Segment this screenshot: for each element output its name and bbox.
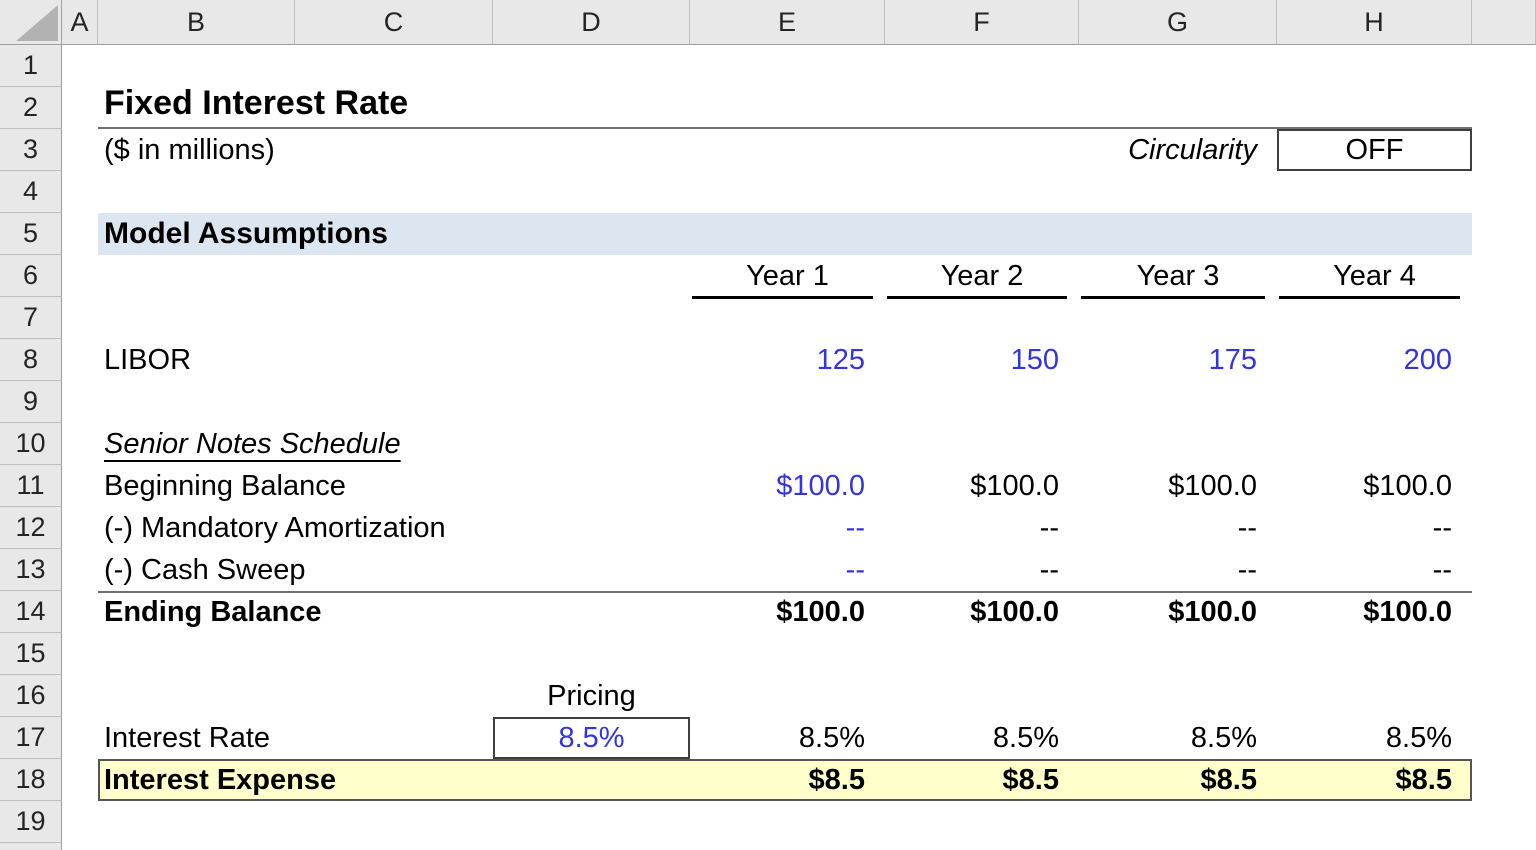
row-header-1[interactable]: 1 [0, 45, 62, 87]
cash-sweep-year4-cell[interactable]: -- [1432, 554, 1452, 586]
row-header-3[interactable]: 3 [0, 129, 62, 171]
column-header-d[interactable]: D [493, 0, 690, 45]
select-all-button[interactable] [0, 0, 62, 45]
libor-year1-cell[interactable]: 125 [816, 344, 865, 376]
interest-rate-year4-cell[interactable]: 8.5% [1385, 722, 1452, 754]
row-header-12[interactable]: 12 [0, 507, 62, 549]
interest-rate-year1-cell[interactable]: 8.5% [798, 722, 865, 754]
column-header-b[interactable]: B [98, 0, 295, 45]
pricing-label-cell[interactable]: Pricing [547, 680, 636, 712]
row-header-9[interactable]: 9 [0, 381, 62, 423]
interest-expense-year2-cell[interactable]: $8.5 [1002, 764, 1059, 796]
year1-label: Year 1 [746, 260, 829, 292]
row-header-17[interactable]: 17 [0, 717, 62, 759]
pricing-input-cell[interactable]: 8.5% [493, 717, 690, 759]
column-header-f[interactable]: F [885, 0, 1079, 45]
ending-balance-year2-cell[interactable]: $100.0 [970, 596, 1059, 628]
row-header-2[interactable]: 2 [0, 87, 62, 129]
row-header-18[interactable]: 18 [0, 759, 62, 801]
model-assumptions-header-cell[interactable]: Model Assumptions [98, 213, 1472, 255]
year2-label: Year 2 [940, 260, 1024, 292]
year4-label: Year 4 [1333, 260, 1416, 292]
column-header-e[interactable]: E [690, 0, 885, 45]
column-header-h[interactable]: H [1277, 0, 1472, 45]
select-all-triangle-icon [16, 5, 58, 41]
mandatory-amortization-year2-cell[interactable]: -- [1039, 512, 1059, 544]
mandatory-amortization-year4-cell[interactable]: -- [1432, 512, 1452, 544]
cash-sweep-year3-cell[interactable]: -- [1237, 554, 1257, 586]
subtitle-cell[interactable]: ($ in millions) [104, 134, 275, 166]
beginning-balance-year4-cell[interactable]: $100.0 [1363, 470, 1452, 502]
row-header-6[interactable]: 6 [0, 255, 62, 297]
beginning-balance-label-cell[interactable]: Beginning Balance [104, 470, 346, 502]
interest-rate-label-cell[interactable]: Interest Rate [104, 722, 271, 754]
year1-underline [692, 296, 873, 299]
mandatory-amortization-year3-cell[interactable]: -- [1237, 512, 1257, 544]
year3-underline [1081, 296, 1265, 299]
year3-header-cell[interactable]: Year 3 [1079, 255, 1277, 299]
circularity-label-cell[interactable]: Circularity [1128, 134, 1257, 166]
row-header-5[interactable]: 5 [0, 213, 62, 255]
column-header-a[interactable]: A [62, 0, 98, 45]
year4-underline [1279, 296, 1460, 299]
year2-underline [887, 296, 1067, 299]
interest-rate-year2-cell[interactable]: 8.5% [992, 722, 1059, 754]
interest-expense-year3-cell[interactable]: $8.5 [1200, 764, 1257, 796]
year4-header-cell[interactable]: Year 4 [1277, 255, 1472, 299]
row-header-14[interactable]: 14 [0, 591, 62, 633]
sheet-title-cell[interactable]: Fixed Interest Rate [98, 86, 1472, 129]
year2-header-cell[interactable]: Year 2 [885, 255, 1079, 299]
cash-sweep-label-cell[interactable]: (-) Cash Sweep [104, 554, 306, 586]
libor-year2-cell[interactable]: 150 [1010, 344, 1059, 376]
row-header-4[interactable]: 4 [0, 171, 62, 213]
year3-label: Year 3 [1136, 260, 1220, 292]
row-header-11[interactable]: 11 [0, 465, 62, 507]
libor-year4-cell[interactable]: 200 [1403, 344, 1452, 376]
circularity-toggle-cell[interactable]: OFF [1277, 129, 1472, 171]
ending-balance-year1-cell[interactable]: $100.0 [776, 596, 865, 628]
libor-label-cell[interactable]: LIBOR [104, 344, 192, 376]
year1-header-cell[interactable]: Year 1 [690, 255, 885, 299]
mandatory-amortization-year1-cell[interactable]: -- [845, 512, 865, 544]
beginning-balance-year3-cell[interactable]: $100.0 [1168, 470, 1257, 502]
interest-expense-year1-cell[interactable]: $8.5 [808, 764, 865, 796]
column-header-c[interactable]: C [295, 0, 493, 45]
row-header-16[interactable]: 16 [0, 675, 62, 717]
row-header-8[interactable]: 8 [0, 339, 62, 381]
beginning-balance-year1-cell[interactable]: $100.0 [776, 470, 865, 502]
row-header-10[interactable]: 10 [0, 423, 62, 465]
cash-sweep-year2-cell[interactable]: -- [1039, 554, 1059, 586]
row-header-partial[interactable] [0, 843, 62, 850]
column-header-partial[interactable] [1472, 0, 1536, 45]
ending-balance-label-cell[interactable]: Ending Balance [104, 596, 322, 628]
interest-expense-highlight-band [98, 759, 1472, 801]
mandatory-amortization-label-cell[interactable]: (-) Mandatory Amortization [104, 512, 446, 544]
column-header-g[interactable]: G [1079, 0, 1277, 45]
row-header-7[interactable]: 7 [0, 297, 62, 339]
interest-rate-year3-cell[interactable]: 8.5% [1190, 722, 1257, 754]
cash-sweep-year1-cell[interactable]: -- [845, 554, 865, 586]
ending-balance-year3-cell[interactable]: $100.0 [1168, 596, 1257, 628]
row-header-19[interactable]: 19 [0, 801, 62, 843]
row-header-13[interactable]: 13 [0, 549, 62, 591]
ending-balance-year4-cell[interactable]: $100.0 [1363, 596, 1452, 628]
senior-notes-schedule-header-cell[interactable]: Senior Notes Schedule [104, 428, 401, 460]
libor-year3-cell[interactable]: 175 [1208, 344, 1257, 376]
row-header-15[interactable]: 15 [0, 633, 62, 675]
interest-expense-label-cell[interactable]: Interest Expense [104, 764, 337, 796]
ending-balance-topline [98, 591, 1472, 633]
beginning-balance-year2-cell[interactable]: $100.0 [970, 470, 1059, 502]
interest-expense-year4-cell[interactable]: $8.5 [1395, 764, 1452, 796]
